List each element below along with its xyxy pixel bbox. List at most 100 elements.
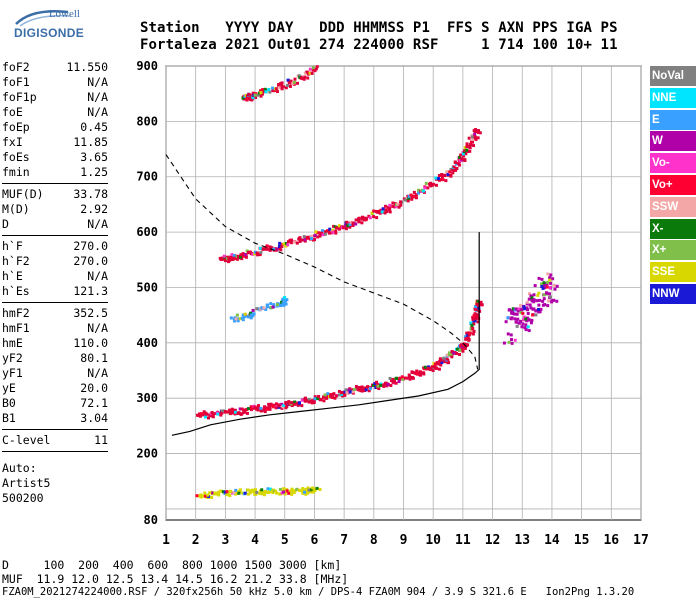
param-row-fmin: fmin 1.25 (2, 165, 108, 180)
echo-mark (537, 276, 541, 280)
echo-mark (519, 303, 523, 307)
echo-mark (262, 90, 266, 94)
param-value: 121.3 (73, 284, 108, 298)
echo-mark (437, 174, 441, 178)
echo-mark (551, 277, 555, 281)
echo-mark (228, 494, 232, 498)
echo-mark (333, 396, 337, 400)
echo-mark (233, 408, 237, 412)
echo-mark (268, 490, 272, 494)
echo-mark (552, 298, 556, 302)
param-row-fof2: foF2 11.550 (2, 60, 108, 75)
echo-mark (302, 235, 306, 239)
echo-mark (407, 194, 411, 198)
echo-mark (433, 364, 437, 368)
echo-mark (236, 317, 240, 321)
echo-mark (292, 240, 296, 244)
param-value: 80.1 (80, 351, 108, 365)
echo-mark (467, 338, 471, 342)
echo-mark (467, 136, 471, 140)
echo-mark (283, 296, 287, 300)
echo-mark (261, 247, 265, 251)
echo-mark (541, 299, 545, 303)
echo-mark (287, 491, 291, 495)
echo-mark (203, 494, 207, 498)
echo-mark (306, 235, 310, 239)
echo-mark (546, 304, 550, 308)
echo-mark (431, 182, 435, 186)
echo-mark (237, 491, 241, 495)
echo-mark (219, 489, 223, 493)
echo-mark (330, 395, 334, 399)
echo-mark (311, 66, 315, 70)
param-row-b0: B0 72.1 (2, 396, 108, 411)
echo-mark (259, 492, 263, 496)
echo-mark (376, 384, 380, 388)
echo-mark (283, 492, 287, 496)
param-row-d: D N/A (2, 217, 108, 232)
param-row-foes: foEs 3.65 (2, 150, 108, 165)
x-tick-label: 14 (544, 533, 560, 548)
echo-mark (540, 277, 544, 281)
echo-mark (548, 295, 552, 299)
echo-mark (548, 278, 552, 282)
legend-item-w: W (650, 131, 696, 152)
echo-mark (300, 238, 304, 242)
echo-mark (317, 394, 321, 398)
echo-mark (360, 221, 364, 225)
echo-mark (243, 408, 247, 412)
echo-mark (362, 216, 366, 220)
echo-mark (301, 486, 305, 490)
echo-mark (373, 382, 377, 386)
echo-mark (349, 220, 353, 224)
param-row-yf1: yF1 N/A (2, 366, 108, 381)
echo-mark (542, 297, 546, 301)
echo-mark (439, 363, 443, 367)
echo-mark (225, 490, 229, 494)
echo-mark (235, 491, 239, 495)
echo-mark (527, 317, 531, 321)
echo-mark (449, 174, 453, 178)
echo-mark (299, 76, 303, 80)
echo-mark (323, 232, 327, 236)
scaled-parameters-panel: foF2 11.550 foF1 N/A foF1p N/A foE N/A foEp 0.45 f… (2, 60, 108, 506)
echo-mark (513, 312, 517, 316)
echo-mark (309, 234, 313, 238)
echo-mark (426, 366, 430, 370)
echo-mark (264, 307, 268, 311)
echo-mark (224, 257, 228, 261)
echo-mark (286, 78, 290, 82)
echo-mark (351, 221, 355, 225)
echo-mark (249, 311, 253, 315)
echo-mark (275, 491, 279, 495)
echo-mark (360, 385, 364, 389)
echo-mark (529, 294, 533, 298)
echo-mark (522, 315, 526, 319)
echo-mark (334, 231, 338, 235)
echo-mark (403, 376, 407, 380)
echo-mark (310, 237, 314, 241)
echo-mark (357, 386, 361, 390)
param-row-hes: h`Es 121.3 (2, 284, 108, 299)
echo-mark (291, 81, 295, 85)
echo-mark (268, 90, 272, 94)
echo-mark (285, 83, 289, 87)
echo-mark (516, 317, 520, 321)
echo-mark (248, 251, 252, 255)
y-tick-label: 400 (136, 336, 158, 350)
x-tick-label: 7 (340, 533, 348, 548)
echo-mark (471, 315, 475, 319)
echo-mark (328, 227, 332, 231)
param-value: N/A (87, 75, 108, 89)
echo-mark (463, 148, 467, 152)
echo-mark (547, 299, 551, 303)
echo-mark (208, 414, 212, 418)
echo-mark (428, 368, 432, 372)
param-label: foE (2, 105, 23, 119)
echo-mark (464, 152, 468, 156)
param-label: h`F (2, 239, 23, 253)
echo-mark (443, 173, 447, 177)
echo-mark (471, 140, 475, 144)
echo-mark (332, 224, 336, 228)
echo-mark (284, 302, 288, 306)
